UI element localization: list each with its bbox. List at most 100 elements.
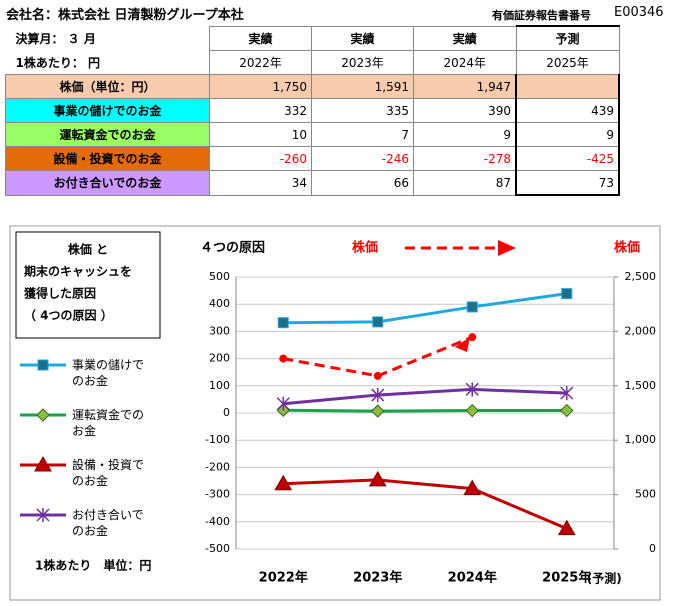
point xyxy=(465,382,479,397)
legend-label: 設備・投資でのお金 xyxy=(72,458,145,488)
cell: 1,750 xyxy=(209,74,312,99)
row-label: お付き合いでのお金 xyxy=(5,170,210,196)
legend-label: 事業の儲けでのお金 xyxy=(72,358,145,388)
column-header: 2024年 xyxy=(413,50,517,75)
panel-title: 株価 と xyxy=(68,242,108,257)
y-tick-label: 200 xyxy=(209,352,230,365)
column-header: 2023年 xyxy=(311,50,414,75)
unit-note: 1株あたり 単位：円 xyxy=(35,558,151,573)
point xyxy=(560,386,574,401)
row-label: 株価（単位：円） xyxy=(5,74,210,99)
column-header: 予測 xyxy=(515,25,620,51)
legend-label: 運転資金でのお金 xyxy=(72,408,145,438)
point xyxy=(557,519,576,536)
point xyxy=(279,354,288,363)
point xyxy=(466,301,478,313)
table: 決算月： ３ 月実績 実績 実績 予測 1株あたり： 円 2022年 2023年 2024年 2… xyxy=(5,25,620,196)
stock-legend: 株価 xyxy=(352,240,378,256)
point xyxy=(368,470,387,487)
legend-marker xyxy=(34,455,52,472)
cell: 335 xyxy=(311,98,414,123)
forecast-note: (予測) xyxy=(587,571,622,586)
report-label: 有価証券報告書番号 xyxy=(492,9,591,22)
cell: 439 xyxy=(515,98,620,123)
y2-tick-label: 1,500 xyxy=(625,379,657,392)
arrow-head xyxy=(455,337,470,352)
cell: -278 xyxy=(413,146,517,171)
point xyxy=(277,317,289,329)
y-tick-label: 400 xyxy=(209,297,230,310)
y2-tick-label: 0 xyxy=(649,542,656,555)
x-tick-label: 2025年 xyxy=(542,570,591,586)
arrow-head xyxy=(498,240,516,256)
point xyxy=(465,403,479,418)
cell: 332 xyxy=(209,98,312,123)
x-tick-label: 2023年 xyxy=(353,570,402,586)
y-tick-label: 100 xyxy=(209,379,230,392)
legend-marker xyxy=(36,408,50,422)
point xyxy=(274,474,293,491)
cell xyxy=(515,74,620,99)
y2-tick-label: 1,000 xyxy=(625,433,657,446)
y2-tick-label: 2,000 xyxy=(625,324,657,337)
panel-title: 期末のキャッシュを xyxy=(24,264,132,279)
point xyxy=(560,403,574,418)
column-header: 実績 xyxy=(209,25,312,51)
series-line xyxy=(283,408,567,413)
series-line xyxy=(283,292,567,325)
row: 設備・投資でのお金 -260 -246 -278 -425 xyxy=(5,146,620,171)
x-tick-label: 2024年 xyxy=(448,570,497,586)
company: 会社名：株式会社 日清製粉グループ本社 xyxy=(6,8,244,23)
series-line xyxy=(283,478,568,530)
chart-title: ４つの原因 xyxy=(200,241,265,256)
point xyxy=(468,333,477,342)
point xyxy=(463,479,482,496)
x-tick-label: 2022年 xyxy=(259,570,308,586)
y-tick-label: 300 xyxy=(209,324,230,337)
y2-tick-label: 2,500 xyxy=(625,270,657,283)
column-header: 実績 xyxy=(413,25,517,51)
cell: 390 xyxy=(413,98,517,123)
row: 運転資金でのお金 10 7 9 9 xyxy=(5,122,620,147)
y2-tick-label: 500 xyxy=(635,488,656,501)
y-tick-label: 0 xyxy=(223,406,230,419)
y2-label: 株価 xyxy=(614,240,640,256)
y-tick-label: -200 xyxy=(205,460,230,473)
report-no: E00346 xyxy=(614,5,664,20)
cell: 1,591 xyxy=(311,74,414,99)
cell: -425 xyxy=(515,146,620,171)
corner: 決算月： ３ 月 xyxy=(15,31,96,46)
cell: 9 xyxy=(413,122,517,147)
column-header: 2025年 xyxy=(515,50,620,75)
cell: 66 xyxy=(311,170,414,196)
point xyxy=(371,404,385,418)
y-tick-label: -100 xyxy=(205,433,230,446)
panel-title: （ 4つの原因 ） xyxy=(24,308,113,323)
legend-label: お付き合いでのお金 xyxy=(72,508,144,538)
row-label: 運転資金でのお金 xyxy=(5,122,210,147)
cell: 87 xyxy=(413,170,517,196)
cell: -246 xyxy=(311,146,414,171)
cell: 9 xyxy=(515,122,620,147)
legend-marker xyxy=(37,359,49,371)
point xyxy=(372,316,384,328)
cell: 7 xyxy=(311,122,414,147)
header-row: 決算月： ３ 月実績 実績 実績 予測 xyxy=(6,25,620,51)
row: 株価（単位：円） 1,750 1,591 1,947 xyxy=(5,74,620,99)
cell: 1,947 xyxy=(413,74,517,99)
corner: 1株あたり： 円 xyxy=(15,55,101,70)
row: 事業の儲けでのお金 332 335 390 439 xyxy=(5,98,620,123)
cell: 73 xyxy=(515,170,620,196)
column-header: 2022年 xyxy=(209,50,312,75)
row-label: 事業の儲けでのお金 xyxy=(5,98,210,123)
point xyxy=(276,396,290,411)
y-tick-label: -500 xyxy=(205,542,230,555)
header-row: 1株あたり： 円 2022年 2023年 2024年 2025年 xyxy=(6,50,620,75)
y-tick-label: -400 xyxy=(205,515,230,528)
cell: -260 xyxy=(209,146,312,171)
column-header: 実績 xyxy=(311,25,414,51)
row-label: 設備・投資でのお金 xyxy=(5,146,210,171)
y-tick-label: -300 xyxy=(205,488,230,501)
